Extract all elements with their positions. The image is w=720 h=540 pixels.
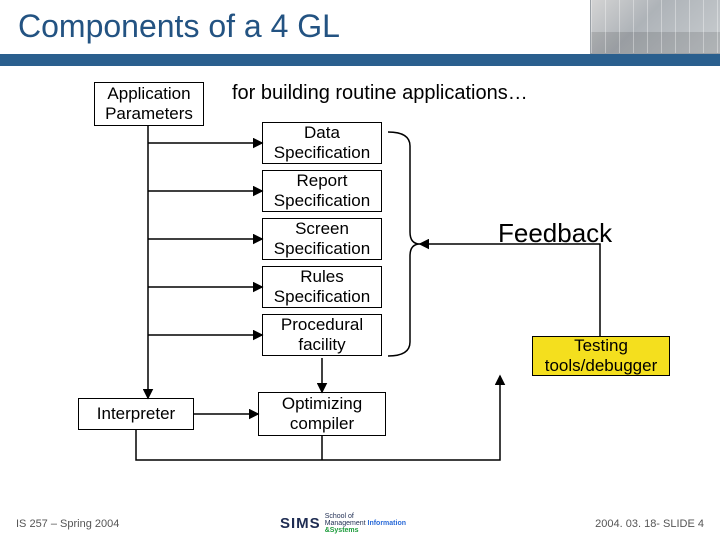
header-rule	[0, 54, 720, 66]
node-testing-tools: Testingtools/debugger	[532, 336, 670, 376]
node-data-specification: DataSpecification	[262, 122, 382, 164]
node-optimizing-compiler: Optimizingcompiler	[258, 392, 386, 436]
page-title: Components of a 4 GL	[18, 8, 340, 45]
header-image	[590, 0, 720, 54]
footer-logo: SIMS School of Management Information &S…	[280, 512, 440, 534]
logo-line1: School of	[325, 513, 440, 520]
footer-right: 2004. 03. 18- SLIDE 4	[595, 518, 704, 530]
logo-sys: &Systems	[325, 527, 359, 534]
logo-main: SIMS	[280, 515, 321, 532]
node-procedural-facility: Proceduralfacility	[262, 314, 382, 356]
node-rules-specification: RulesSpecification	[262, 266, 382, 308]
logo-info: Information	[368, 520, 407, 527]
node-screen-specification: ScreenSpecification	[262, 218, 382, 260]
logo-mgmt: Management	[325, 520, 366, 527]
node-interpreter: Interpreter	[78, 398, 194, 430]
label-feedback: Feedback	[498, 218, 612, 249]
node-application-parameters: ApplicationParameters	[94, 82, 204, 126]
subtitle: for building routine applications…	[232, 82, 528, 105]
node-report-specification: ReportSpecification	[262, 170, 382, 212]
footer-left: IS 257 – Spring 2004	[16, 518, 119, 530]
